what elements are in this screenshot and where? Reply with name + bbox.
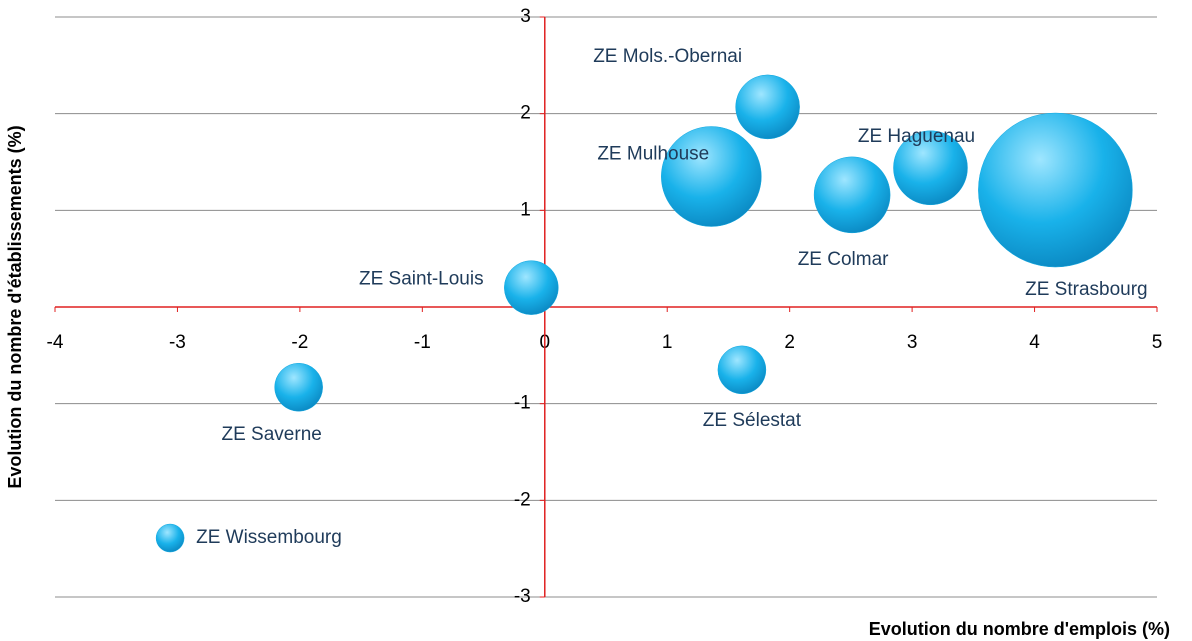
- y-tick-label: -2: [514, 489, 531, 510]
- bubble: [735, 74, 800, 140]
- y-tick-label: 3: [520, 6, 531, 27]
- x-tick-label: -2: [291, 332, 308, 353]
- point-label: ZE Wissembourg: [196, 527, 342, 548]
- y-tick-label: -1: [514, 393, 531, 414]
- point-label: ZE Mols.-Obernai: [593, 46, 742, 67]
- point-label: ZE Colmar: [798, 249, 889, 270]
- x-tick-label: 1: [662, 332, 673, 353]
- bubble: [717, 345, 767, 395]
- point-label: ZE Haguenau: [858, 126, 975, 147]
- x-tick-label: -1: [414, 332, 431, 353]
- bubble: [155, 523, 185, 553]
- grid: -3-2-10123-4-3-2-1012345: [47, 6, 1163, 607]
- x-tick-label: 4: [1029, 332, 1040, 353]
- y-tick-label: -3: [514, 586, 531, 607]
- bubble: [813, 156, 891, 234]
- bubble: [661, 126, 762, 227]
- point-label: ZE Mulhouse: [597, 144, 709, 165]
- x-tick-label: -3: [169, 332, 186, 353]
- x-axis-title: Evolution du nombre d'emplois (%): [869, 619, 1170, 639]
- bubble: [893, 130, 968, 206]
- bubble: [978, 112, 1133, 268]
- point-label: ZE Saverne: [222, 424, 322, 445]
- bubbles: ZE Strasbourg ZE Mulhouse ZE Mols.-Obernai…: [155, 46, 1148, 553]
- x-tick-label: 5: [1152, 332, 1163, 353]
- x-tick-label: 2: [784, 332, 795, 353]
- point-label: ZE Sélestat: [703, 410, 802, 431]
- point-label: ZE Saint-Louis: [359, 269, 484, 290]
- x-tick-label: 3: [907, 332, 918, 353]
- y-tick-label: 2: [520, 103, 531, 124]
- point-label: ZE Strasbourg: [1025, 279, 1148, 300]
- bubble: [504, 260, 559, 315]
- bubble: [274, 362, 323, 412]
- x-tick-label: -4: [47, 332, 64, 353]
- y-axis-title: Evolution du nombre d'établissements (%): [5, 125, 25, 488]
- y-tick-label: 1: [520, 199, 531, 220]
